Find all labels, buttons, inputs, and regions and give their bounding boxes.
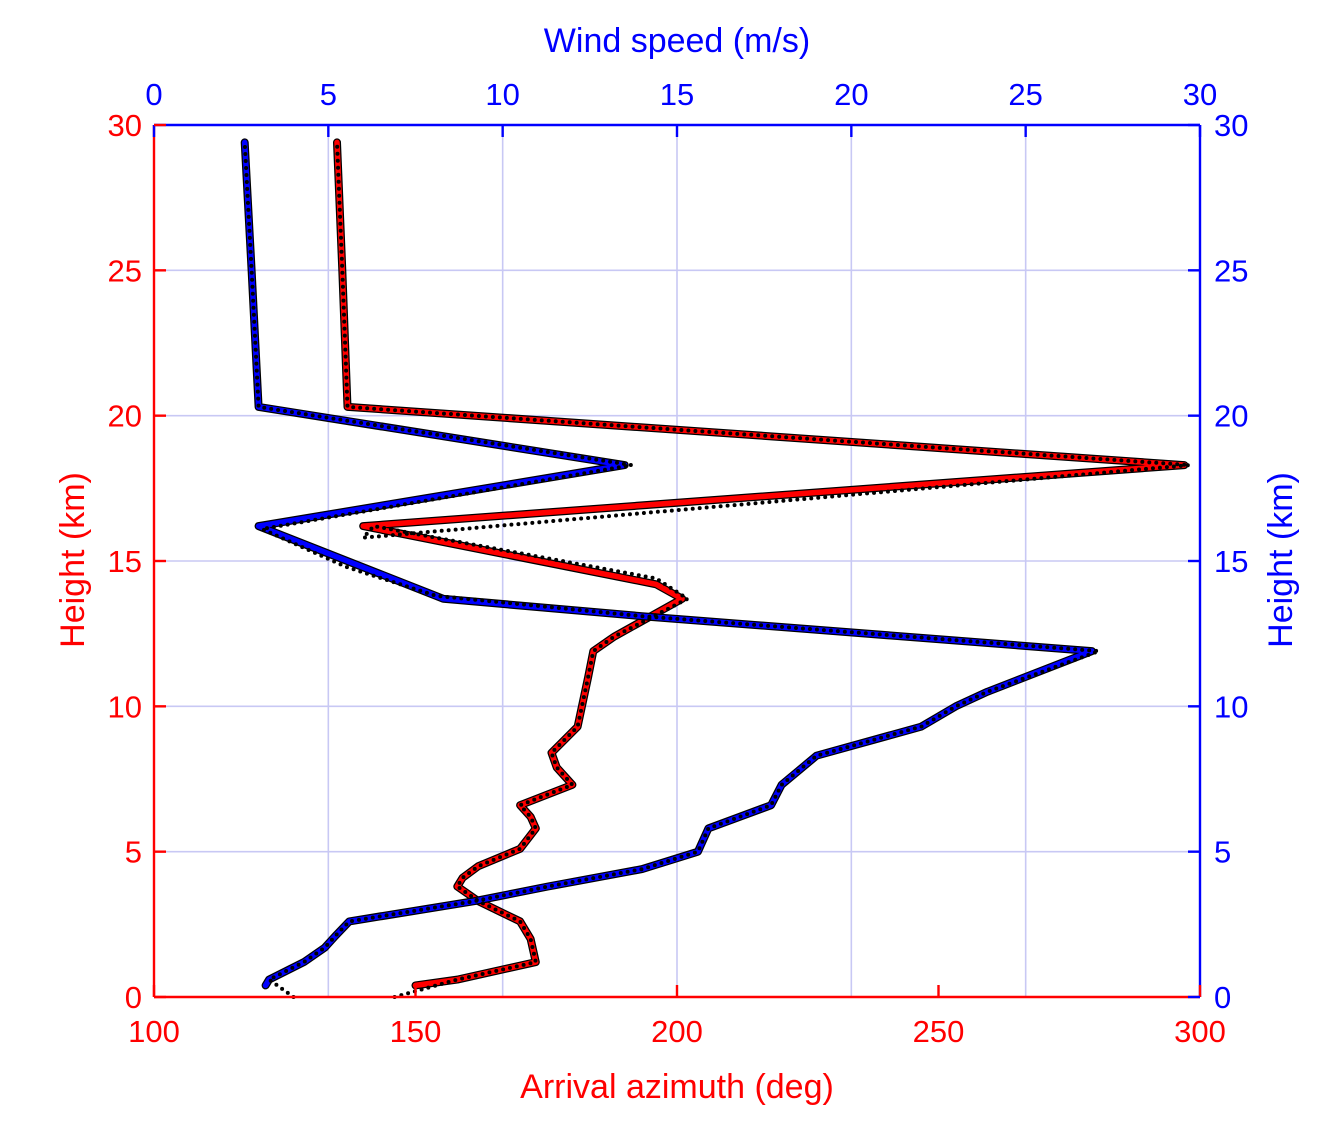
left-tick-label: 0 bbox=[125, 980, 142, 1015]
top-tick-label: 30 bbox=[1183, 77, 1217, 112]
bottom-axis-title: Arrival azimuth (deg) bbox=[520, 1068, 834, 1106]
right-tick-label: 15 bbox=[1214, 544, 1248, 579]
bottom-tick-label: 100 bbox=[128, 1014, 180, 1049]
grid-lines bbox=[153, 124, 1201, 998]
plot-series bbox=[240, 138, 1192, 999]
right-tick-label: 25 bbox=[1214, 253, 1248, 288]
left-axis-title: Height (km) bbox=[54, 472, 92, 648]
top-tick-label: 5 bbox=[320, 77, 337, 112]
top-axis-title: Wind speed (m/s) bbox=[544, 22, 810, 60]
series-line-outline bbox=[333, 138, 1189, 990]
right-tick-label: 0 bbox=[1214, 980, 1231, 1015]
bottom-tick-label: 300 bbox=[1174, 1014, 1226, 1049]
right-axis-title: Height (km) bbox=[1262, 472, 1300, 648]
series-line-reference bbox=[242, 140, 1101, 999]
bottom-tick-label: 150 bbox=[390, 1014, 442, 1049]
wind-speed-line bbox=[241, 139, 1095, 989]
top-tick-label: 25 bbox=[1008, 77, 1042, 112]
bottom-tick-label: 200 bbox=[651, 1014, 703, 1049]
top-tick-label: 15 bbox=[660, 77, 694, 112]
right-tick-label: 30 bbox=[1214, 108, 1248, 143]
right-tick-label: 20 bbox=[1214, 399, 1248, 434]
left-tick-label: 5 bbox=[125, 835, 142, 870]
azimuth-line bbox=[334, 139, 1188, 989]
bottom-tick-label: 250 bbox=[913, 1014, 965, 1049]
right-tick-label: 5 bbox=[1214, 835, 1231, 870]
left-tick-label: 10 bbox=[108, 689, 142, 724]
top-tick-label: 0 bbox=[145, 77, 162, 112]
left-tick-label: 15 bbox=[108, 544, 142, 579]
top-tick-label: 20 bbox=[834, 77, 868, 112]
right-tick-label: 10 bbox=[1214, 689, 1248, 724]
left-tick-label: 20 bbox=[108, 399, 142, 434]
left-tick-label: 25 bbox=[108, 253, 142, 288]
left-tick-label: 30 bbox=[108, 108, 142, 143]
top-tick-label: 10 bbox=[485, 77, 519, 112]
